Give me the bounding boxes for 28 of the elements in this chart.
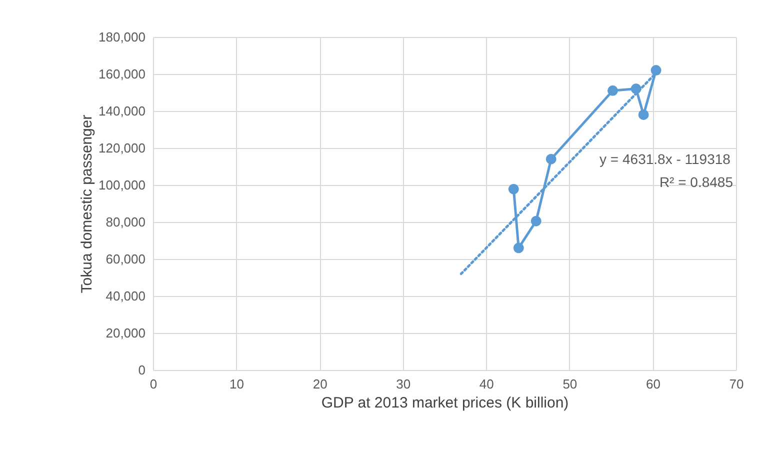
y-axis-title: Tokua domestic passenger [78, 114, 96, 294]
y-tick-label: 140,000 [98, 104, 146, 118]
x-axis-title: GDP at 2013 market prices (K billion) [321, 394, 569, 412]
annotation: R² = 0.8485 [659, 174, 734, 190]
y-tick-label: 160,000 [98, 66, 146, 82]
x-tick-label: 0 [150, 376, 158, 392]
annotation: y = 4631.8x - 119318 [600, 151, 731, 167]
point [513, 242, 524, 254]
point [546, 154, 556, 164]
point [607, 85, 618, 96]
y-tick-label: 60,000 [106, 252, 146, 266]
y-tick-label: 0 [138, 362, 146, 378]
x-tick-label: 30 [396, 376, 411, 392]
y-tick-label: 20,000 [106, 326, 146, 340]
y-tick-label: 120,000 [98, 140, 146, 156]
x-tick-label: 20 [312, 376, 328, 392]
y-tick-label: 100,000 [98, 178, 146, 192]
x-tick-label: 50 [562, 376, 578, 392]
y-tick-label: 80,000 [106, 214, 146, 230]
point [638, 109, 649, 120]
y-tick-label: 40,000 [106, 288, 146, 304]
point [508, 184, 519, 194]
x-tick-label: 60 [646, 376, 660, 392]
x-tick-label: 70 [729, 376, 744, 392]
x-tick-label: 40 [479, 376, 494, 392]
point [530, 216, 542, 226]
y-tick-label: 180,000 [98, 30, 146, 44]
x-tick-label: 10 [230, 376, 244, 392]
